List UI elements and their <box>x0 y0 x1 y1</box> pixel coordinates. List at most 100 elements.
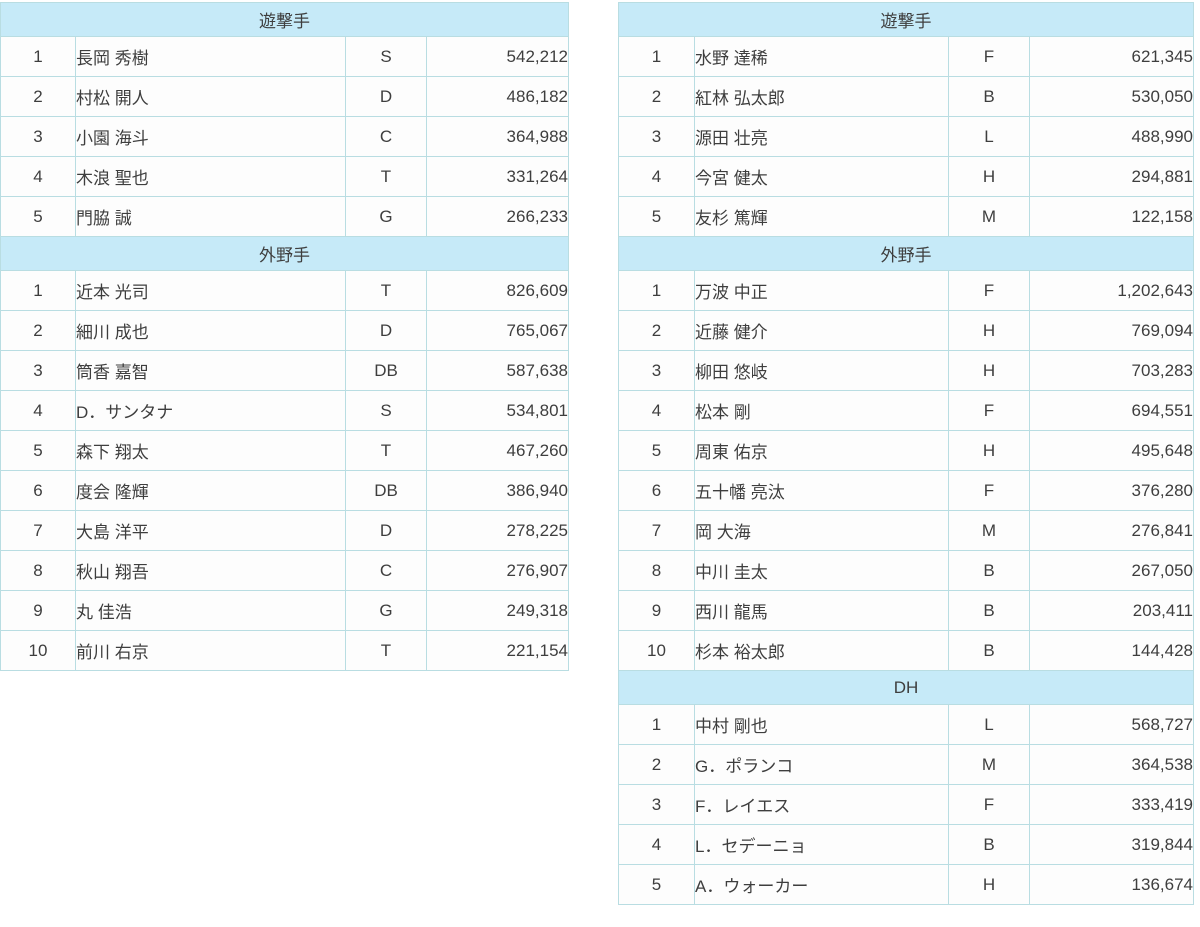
rank-cell: 5 <box>0 430 76 471</box>
player-name-cell: 柳田 悠岐 <box>694 350 949 391</box>
player-row: 7 大島 洋平 D 278,225 <box>0 510 569 551</box>
section-title: DH <box>618 670 1194 705</box>
player-name-cell: 丸 佳浩 <box>75 590 346 631</box>
rank-cell: 9 <box>0 590 76 631</box>
player-row: 9 西川 龍馬 B 203,411 <box>618 590 1194 631</box>
votes-cell: 765,067 <box>426 310 569 351</box>
votes-cell: 534,801 <box>426 390 569 431</box>
player-row: 3 小園 海斗 C 364,988 <box>0 116 569 157</box>
votes-cell: 488,990 <box>1029 116 1194 157</box>
votes-cell: 276,841 <box>1029 510 1194 551</box>
rank-cell: 7 <box>0 510 76 551</box>
section-title: 外野手 <box>0 236 569 271</box>
team-initial-cell: B <box>948 590 1030 631</box>
rank-cell: 3 <box>0 350 76 391</box>
player-name-cell: 西川 龍馬 <box>694 590 949 631</box>
player-row: 1 近本 光司 T 826,609 <box>0 270 569 311</box>
votes-cell: 333,419 <box>1029 784 1194 825</box>
player-name-cell: 村松 開人 <box>75 76 346 117</box>
player-name-cell: 筒香 嘉智 <box>75 350 346 391</box>
player-row: 1 中村 剛也 L 568,727 <box>618 704 1194 745</box>
player-name-cell: F．レイエス <box>694 784 949 825</box>
player-name-cell: 木浪 聖也 <box>75 156 346 197</box>
rank-cell: 3 <box>618 116 695 157</box>
player-row: 1 万波 中正 F 1,202,643 <box>618 270 1194 311</box>
rank-cell: 2 <box>618 76 695 117</box>
player-row: 5 友杉 篤輝 M 122,158 <box>618 196 1194 237</box>
player-name-cell: 森下 翔太 <box>75 430 346 471</box>
section-header-row: 外野手 <box>618 236 1194 271</box>
rank-cell: 4 <box>618 156 695 197</box>
votes-cell: 621,345 <box>1029 36 1194 77</box>
votes-cell: 694,551 <box>1029 390 1194 431</box>
team-initial-cell: T <box>345 630 427 671</box>
vote-table-left-body: 遊撃手 1 長岡 秀樹 S 542,212 2 村松 開人 D 486,182 3 小園 海斗 C 36… <box>0 2 569 671</box>
rank-cell: 7 <box>618 510 695 551</box>
player-row: 5 A．ウォーカー H 136,674 <box>618 864 1194 905</box>
votes-cell: 769,094 <box>1029 310 1194 351</box>
player-name-cell: L．セデーニョ <box>694 824 949 865</box>
rank-cell: 10 <box>618 630 695 671</box>
team-initial-cell: F <box>948 390 1030 431</box>
rank-cell: 2 <box>0 76 76 117</box>
votes-cell: 249,318 <box>426 590 569 631</box>
player-name-cell: 今宮 健太 <box>694 156 949 197</box>
votes-cell: 136,674 <box>1029 864 1194 905</box>
player-name-cell: 長岡 秀樹 <box>75 36 346 77</box>
team-initial-cell: C <box>345 116 427 157</box>
rank-cell: 1 <box>0 36 76 77</box>
player-row: 5 門脇 誠 G 266,233 <box>0 196 569 237</box>
player-name-cell: 前川 右京 <box>75 630 346 671</box>
team-initial-cell: H <box>948 430 1030 471</box>
rank-cell: 4 <box>618 390 695 431</box>
team-initial-cell: M <box>948 196 1030 237</box>
rank-cell: 2 <box>618 744 695 785</box>
player-row: 3 源田 壮亮 L 488,990 <box>618 116 1194 157</box>
rank-cell: 4 <box>0 390 76 431</box>
section-title: 遊撃手 <box>0 2 569 37</box>
votes-cell: 267,050 <box>1029 550 1194 591</box>
player-name-cell: 源田 壮亮 <box>694 116 949 157</box>
votes-cell: 587,638 <box>426 350 569 391</box>
player-row: 8 秋山 翔吾 C 276,907 <box>0 550 569 591</box>
votes-cell: 568,727 <box>1029 704 1194 745</box>
player-name-cell: 松本 剛 <box>694 390 949 431</box>
rank-cell: 10 <box>0 630 76 671</box>
player-row: 3 筒香 嘉智 DB 587,638 <box>0 350 569 391</box>
player-row: 10 杉本 裕太郎 B 144,428 <box>618 630 1194 671</box>
player-row: 6 度会 隆輝 DB 386,940 <box>0 470 569 511</box>
team-initial-cell: F <box>948 270 1030 311</box>
player-name-cell: 万波 中正 <box>694 270 949 311</box>
player-name-cell: 杉本 裕太郎 <box>694 630 949 671</box>
player-name-cell: 近藤 健介 <box>694 310 949 351</box>
votes-cell: 278,225 <box>426 510 569 551</box>
player-row: 2 近藤 健介 H 769,094 <box>618 310 1194 351</box>
team-initial-cell: L <box>948 116 1030 157</box>
team-initial-cell: DB <box>345 350 427 391</box>
votes-cell: 386,940 <box>426 470 569 511</box>
team-initial-cell: DB <box>345 470 427 511</box>
rank-cell: 3 <box>618 350 695 391</box>
votes-cell: 221,154 <box>426 630 569 671</box>
player-row: 4 今宮 健太 H 294,881 <box>618 156 1194 197</box>
team-initial-cell: F <box>948 36 1030 77</box>
player-name-cell: 周東 佑京 <box>694 430 949 471</box>
votes-cell: 364,988 <box>426 116 569 157</box>
votes-cell: 486,182 <box>426 76 569 117</box>
team-initial-cell: D <box>345 76 427 117</box>
player-row: 10 前川 右京 T 221,154 <box>0 630 569 671</box>
rank-cell: 1 <box>618 704 695 745</box>
rank-cell: 1 <box>618 270 695 311</box>
rank-cell: 1 <box>618 36 695 77</box>
section-title: 遊撃手 <box>618 2 1194 37</box>
team-initial-cell: M <box>948 510 1030 551</box>
votes-cell: 542,212 <box>426 36 569 77</box>
team-initial-cell: S <box>345 390 427 431</box>
team-initial-cell: F <box>948 784 1030 825</box>
player-name-cell: 水野 達稀 <box>694 36 949 77</box>
votes-cell: 331,264 <box>426 156 569 197</box>
team-initial-cell: D <box>345 510 427 551</box>
player-row: 4 L．セデーニョ B 319,844 <box>618 824 1194 865</box>
votes-cell: 467,260 <box>426 430 569 471</box>
